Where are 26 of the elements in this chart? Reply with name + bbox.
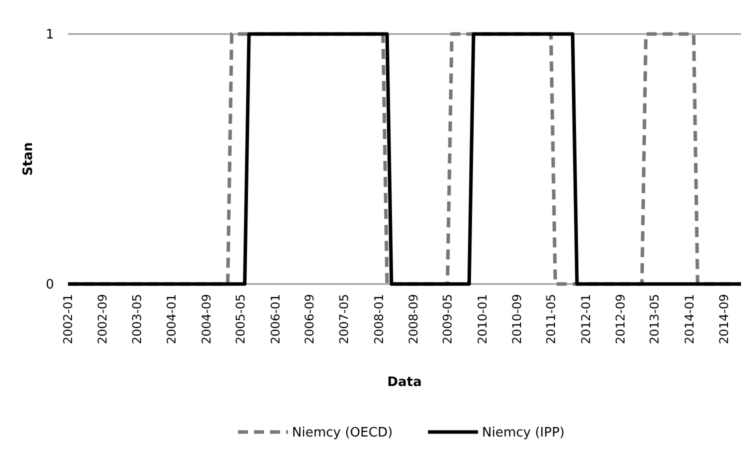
y-tick-label: 0 <box>46 278 54 293</box>
x-tick-label: 2012-09 <box>613 294 628 344</box>
x-tick-label: 2011-05 <box>544 294 558 344</box>
x-tick-label: 2008-01 <box>372 294 386 344</box>
legend-label: Niemcy (IPP) <box>482 426 565 441</box>
x-tick-label: 2010-09 <box>510 294 524 344</box>
x-tick-label: 2014-09 <box>716 294 731 344</box>
x-tick-label: 2008-09 <box>406 294 420 344</box>
x-tick-label: 2003-05 <box>130 294 144 344</box>
legend-label: Niemcy (OECD) <box>292 426 393 441</box>
x-tick-label: 2009-05 <box>440 294 455 344</box>
x-tick-label: 2014-01 <box>682 294 696 344</box>
x-tick-label: 2010-01 <box>475 294 490 344</box>
x-tick-label: 2002-01 <box>61 294 76 344</box>
x-tick-label: 2004-09 <box>199 294 214 344</box>
x-tick-label: 2007-05 <box>337 294 352 344</box>
x-tick-label: 2002-09 <box>96 294 110 344</box>
x-tick-label: 2006-09 <box>302 294 317 344</box>
x-tick-label: 2005-05 <box>234 294 248 344</box>
x-tick-label: 2004-01 <box>164 294 179 344</box>
x-tick-label: 2006-01 <box>268 294 282 344</box>
y-axis-title: Stan <box>21 142 36 176</box>
x-tick-label: 2013-05 <box>648 294 662 344</box>
x-tick-label: 2012-01 <box>578 294 593 344</box>
y-tick-label: 1 <box>46 28 54 43</box>
x-axis-title: Data <box>387 375 422 390</box>
